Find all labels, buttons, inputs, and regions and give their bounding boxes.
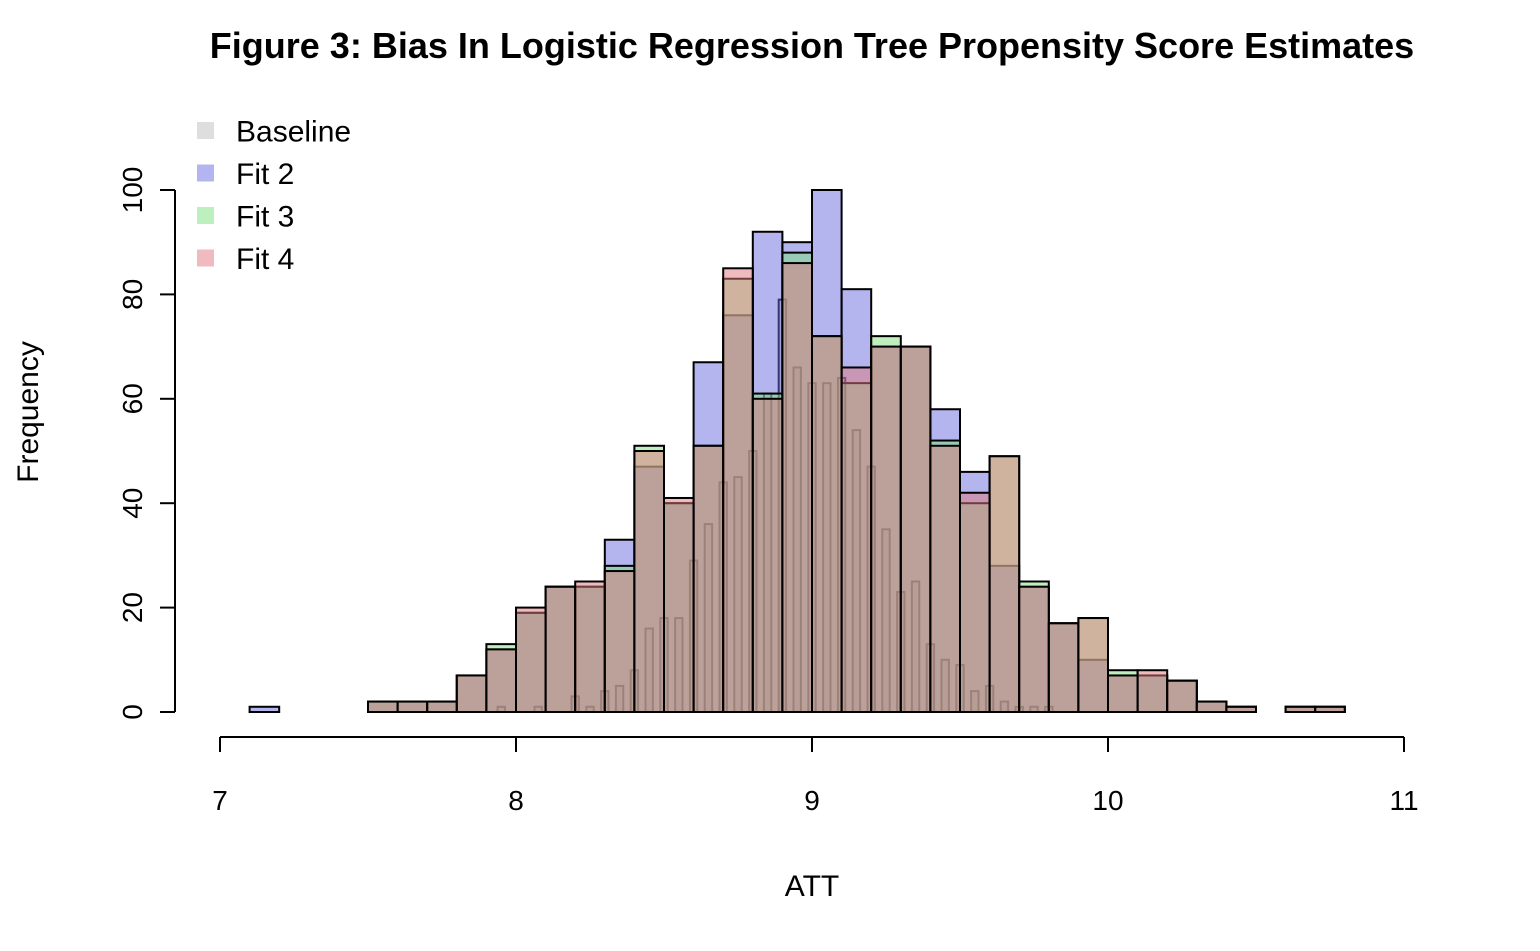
x-tick-label: 8 bbox=[508, 785, 524, 816]
bar bbox=[1225, 705, 1258, 714]
bar bbox=[722, 267, 754, 713]
legend-label: Fit 2 bbox=[236, 158, 294, 191]
y-axis-label: Frequency bbox=[12, 341, 45, 483]
legend-label: Fit 4 bbox=[236, 243, 294, 276]
bar bbox=[899, 345, 932, 713]
bar bbox=[367, 700, 399, 713]
bars-layer bbox=[248, 189, 1346, 714]
chart-title: Figure 3: Bias In Logistic Regression Tr… bbox=[210, 25, 1414, 66]
y-tick-label: 40 bbox=[117, 488, 148, 519]
x-axis: 7 8 9 10 11 bbox=[212, 736, 1419, 816]
bar bbox=[485, 648, 517, 713]
bar bbox=[455, 674, 488, 714]
bar bbox=[426, 700, 458, 713]
series-fit-4 bbox=[367, 262, 1346, 714]
bar bbox=[929, 444, 962, 713]
bar bbox=[1047, 622, 1080, 714]
legend-swatch bbox=[197, 207, 214, 224]
bar bbox=[574, 580, 606, 713]
bar bbox=[1077, 617, 1110, 713]
x-tick-label: 9 bbox=[804, 785, 820, 816]
x-axis-label: ATT bbox=[785, 870, 839, 903]
legend-swatch bbox=[197, 122, 214, 139]
bar bbox=[870, 345, 902, 713]
bar bbox=[603, 570, 636, 713]
legend-swatch bbox=[197, 249, 214, 267]
bar bbox=[633, 450, 666, 713]
y-tick-label: 80 bbox=[117, 279, 148, 310]
bar bbox=[959, 491, 991, 714]
legend-item: Baseline bbox=[197, 116, 351, 149]
bar bbox=[988, 455, 1021, 713]
legend-label: Baseline bbox=[236, 116, 351, 149]
legend: Baseline Fit 2 Fit 3 Fit 4 bbox=[197, 116, 351, 276]
bar bbox=[248, 705, 281, 714]
legend-swatch bbox=[197, 164, 214, 182]
x-tick-label: 10 bbox=[1092, 785, 1123, 816]
y-tick-label: 20 bbox=[117, 592, 148, 623]
bar bbox=[1195, 700, 1228, 713]
bar bbox=[692, 444, 725, 713]
bar bbox=[1166, 679, 1198, 713]
legend-item: Fit 4 bbox=[197, 243, 294, 276]
bar bbox=[1018, 585, 1050, 713]
bar bbox=[840, 366, 873, 713]
bar bbox=[1314, 705, 1346, 714]
y-tick-label: 60 bbox=[117, 383, 148, 414]
bar bbox=[1284, 705, 1317, 714]
y-axis: 0 20 40 60 80 100 bbox=[117, 167, 176, 720]
bar bbox=[396, 700, 429, 713]
x-tick-label: 11 bbox=[1389, 785, 1418, 816]
legend-item: Fit 3 bbox=[197, 201, 294, 234]
bar bbox=[1136, 669, 1169, 713]
bar bbox=[544, 585, 577, 713]
y-tick-label: 0 bbox=[117, 704, 148, 720]
x-tick-label: 7 bbox=[212, 785, 228, 816]
bar bbox=[663, 496, 695, 714]
y-tick-label: 100 bbox=[117, 167, 148, 214]
bar bbox=[515, 606, 547, 713]
bar bbox=[781, 262, 814, 713]
bar bbox=[751, 397, 784, 713]
legend-item: Fit 2 bbox=[197, 158, 294, 191]
bar bbox=[811, 335, 843, 713]
legend-label: Fit 3 bbox=[236, 201, 294, 234]
bar bbox=[1107, 674, 1139, 714]
